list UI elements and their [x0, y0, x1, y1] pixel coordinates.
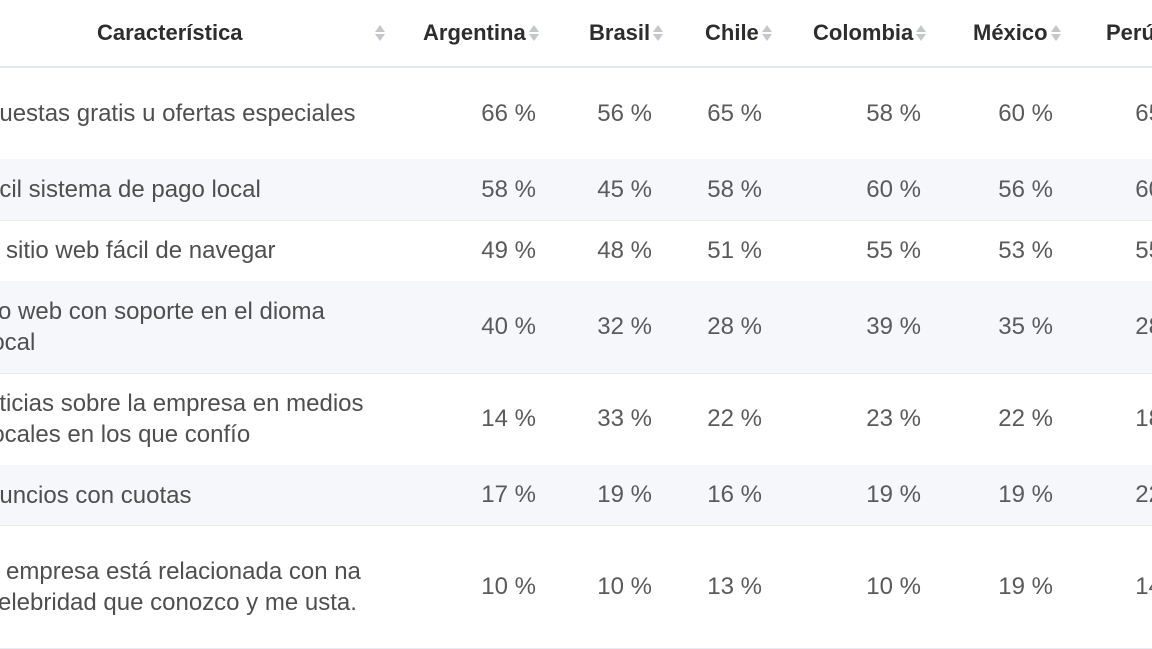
value-cell-brasil: 10 % [597, 572, 652, 600]
column-header-chile[interactable]: Chile [705, 0, 773, 66]
value-cell-argentina: 40 % [481, 313, 536, 340]
column-header-brasil[interactable]: Brasil [589, 0, 664, 66]
table-row: n sitio web fácil de navegar 49 % 48 % 51 %… [0, 220, 1152, 282]
table-row: oticias sobre la empresa en medios local… [0, 373, 1152, 466]
value-cell-brasil: 56 % [597, 99, 652, 127]
value-cell-colombia: 23 % [866, 405, 921, 432]
value-cell-chile: 16 % [707, 481, 762, 508]
table-row: a empresa está relacionada con na celebr… [0, 525, 1152, 649]
column-header-caracteristica[interactable]: Característica [97, 0, 243, 66]
value-cell-colombia: 55 % [866, 236, 921, 264]
value-cell-argentina: 49 % [481, 236, 536, 264]
sort-arrows-icon[interactable] [1050, 22, 1062, 44]
value-cell-peru: 55 % [1135, 236, 1152, 264]
value-cell-chile: 58 % [707, 175, 762, 203]
column-header-colombia[interactable]: Colombia [813, 0, 927, 66]
value-cell-colombia: 58 % [866, 99, 921, 127]
value-cell-argentina: 66 % [481, 99, 536, 127]
value-cell-peru: 22 % [1135, 481, 1152, 508]
value-cell-brasil: 19 % [597, 481, 652, 508]
value-cell-argentina: 58 % [481, 175, 536, 203]
value-cell-mexico: 19 % [998, 572, 1053, 600]
value-cell-brasil: 45 % [597, 175, 652, 203]
feature-cell: a empresa está relacionada con na celebr… [0, 557, 361, 616]
value-cell-chile: 65 % [707, 99, 762, 127]
sort-arrows-icon[interactable] [652, 22, 664, 44]
table-row: tio web con soporte en el dioma local 40 … [0, 281, 1152, 374]
table-row: nuncios con cuotas 17 % 19 % 16 % 19 % 19 % 22… [0, 465, 1152, 526]
column-header-label: Colombia [813, 20, 914, 45]
column-header-label: Argentina [423, 20, 526, 45]
table-row: puestas gratis u ofertas especiales 66 % 5… [0, 68, 1152, 160]
value-cell-mexico: 56 % [998, 175, 1053, 203]
value-cell-chile: 13 % [707, 572, 762, 600]
sort-arrows-icon[interactable] [374, 22, 386, 44]
sort-caracteristica[interactable] [372, 0, 386, 66]
column-header-argentina[interactable]: Argentina [423, 0, 540, 66]
value-cell-chile: 28 % [707, 313, 762, 340]
value-cell-peru: 18 % [1135, 405, 1152, 432]
column-header-mexico[interactable]: México [973, 0, 1062, 66]
feature-cell: tio web con soporte en el dioma local [0, 298, 325, 356]
value-cell-argentina: 17 % [481, 481, 536, 508]
value-cell-colombia: 39 % [866, 313, 921, 340]
column-header-label: Chile [705, 20, 759, 45]
value-cell-peru: 60 % [1135, 175, 1152, 203]
value-cell-brasil: 48 % [597, 236, 652, 264]
value-cell-peru: 28 % [1135, 313, 1152, 340]
value-cell-argentina: 14 % [481, 405, 536, 432]
value-cell-colombia: 19 % [866, 481, 921, 508]
sort-arrows-icon[interactable] [915, 22, 927, 44]
column-header-label: Característica [97, 20, 243, 45]
value-cell-argentina: 10 % [481, 572, 536, 600]
column-header-peru[interactable]: Perú [1106, 0, 1152, 66]
feature-cell: oticias sobre la empresa en medios local… [0, 390, 364, 448]
feature-cell: puestas gratis u ofertas especiales [0, 100, 356, 127]
value-cell-colombia: 60 % [866, 175, 921, 203]
value-cell-chile: 22 % [707, 405, 762, 432]
value-cell-mexico: 19 % [998, 481, 1053, 508]
column-header-label: Perú [1106, 20, 1152, 45]
sort-arrows-icon[interactable] [528, 22, 540, 44]
feature-cell: ácil sistema de pago local [0, 176, 261, 203]
table-header: Característica Argentina Brasil Chile Co… [0, 0, 1152, 68]
table-row: ácil sistema de pago local 58 % 45 % 58 % 60… [0, 159, 1152, 221]
value-cell-brasil: 32 % [597, 313, 652, 340]
sort-arrows-icon[interactable] [761, 22, 773, 44]
value-cell-mexico: 22 % [998, 405, 1053, 432]
value-cell-brasil: 33 % [597, 405, 652, 432]
value-cell-peru: 14 % [1135, 572, 1152, 600]
value-cell-chile: 51 % [707, 236, 762, 264]
column-header-label: Brasil [589, 20, 651, 45]
value-cell-mexico: 60 % [998, 99, 1053, 127]
feature-cell: n sitio web fácil de navegar [0, 237, 276, 264]
value-cell-colombia: 10 % [866, 572, 921, 600]
value-cell-peru: 65 % [1135, 99, 1152, 127]
column-header-label: México [973, 20, 1048, 45]
feature-cell: nuncios con cuotas [0, 481, 192, 509]
value-cell-mexico: 35 % [998, 313, 1053, 340]
value-cell-mexico: 53 % [998, 236, 1053, 264]
